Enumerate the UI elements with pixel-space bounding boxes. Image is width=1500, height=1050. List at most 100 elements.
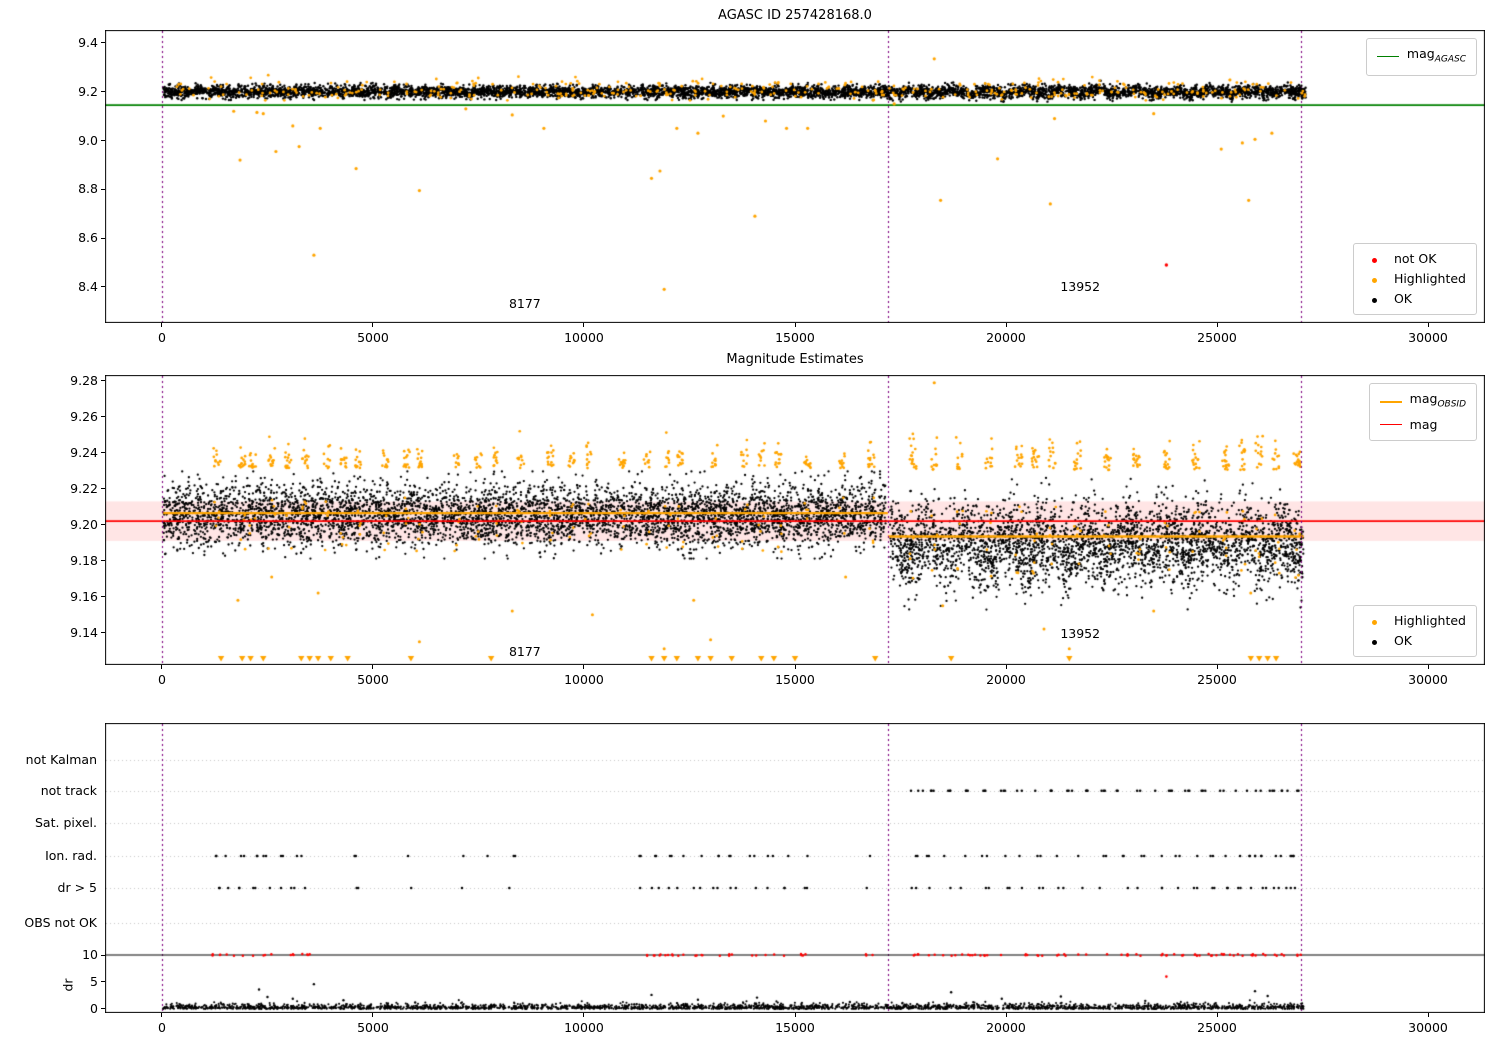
x-tick-label: 30000 xyxy=(1408,1020,1448,1035)
y-tick-label: 9.22 xyxy=(70,480,98,496)
flag-row-label: OBS not OK xyxy=(24,915,97,931)
flag-row-label: Ion. rad. xyxy=(45,848,97,864)
y-tick-mark xyxy=(101,286,105,288)
legend-entry: magAGASC xyxy=(1376,44,1466,70)
legend-entry: Highlighted xyxy=(1364,269,1466,289)
dr-tick-label: 0 xyxy=(90,1000,98,1016)
x-tick-mark xyxy=(161,1013,163,1017)
x-tick-label: 25000 xyxy=(1197,1020,1237,1035)
y-tick-mark xyxy=(101,416,105,418)
legend-dot-swatch xyxy=(1372,278,1378,283)
x-tick-label: 20000 xyxy=(986,330,1026,345)
plot1-axes: magAGASC not OK Highlighted OK xyxy=(105,30,1485,323)
obsid-count-label: 13952 xyxy=(1060,626,1101,642)
flag-row-label: Sat. pixel. xyxy=(35,815,97,831)
x-tick-mark xyxy=(1216,323,1218,327)
y-tick-mark xyxy=(101,380,105,382)
y-tick-mark xyxy=(101,632,105,634)
x-tick-mark xyxy=(372,323,374,327)
x-tick-label: 10000 xyxy=(564,672,604,687)
y-tick-label: 9.28 xyxy=(70,372,98,388)
plot2-marker-legend: Highlighted OK xyxy=(1352,605,1477,657)
y-tick-mark xyxy=(101,237,105,239)
plot1-title: AGASC ID 257428168.0 xyxy=(718,8,872,23)
x-tick-mark xyxy=(1005,665,1007,669)
x-tick-mark xyxy=(794,665,796,669)
x-tick-mark xyxy=(372,665,374,669)
obsid-count-label: 8177 xyxy=(508,644,541,660)
legend-line-swatch xyxy=(1379,424,1402,425)
x-tick-label: 0 xyxy=(157,672,166,687)
plot1-line-legend: magAGASC xyxy=(1365,38,1477,76)
y-tick-label: 9.14 xyxy=(70,624,98,640)
plot1-canvas xyxy=(105,30,1485,323)
y-tick-mark xyxy=(101,1008,105,1010)
y-tick-mark xyxy=(101,452,105,454)
legend-dot-swatch xyxy=(1372,298,1378,303)
x-tick-label: 5000 xyxy=(357,1020,389,1035)
x-tick-label: 5000 xyxy=(357,330,389,345)
x-tick-mark xyxy=(583,665,585,669)
legend-entry: not OK xyxy=(1364,249,1466,269)
x-tick-label: 10000 xyxy=(564,1020,604,1035)
legend-entry: mag xyxy=(1379,415,1466,435)
y-tick-label: 9.0 xyxy=(78,132,98,148)
y-tick-mark xyxy=(101,188,105,190)
x-tick-label: 30000 xyxy=(1408,330,1448,345)
dr-tick-label: 10 xyxy=(82,947,98,962)
y-tick-mark xyxy=(101,42,105,44)
legend-dot-swatch xyxy=(1372,258,1378,263)
flag-row-label: dr > 5 xyxy=(57,880,97,895)
x-tick-label: 15000 xyxy=(775,1020,815,1035)
x-tick-label: 25000 xyxy=(1197,672,1237,687)
legend-entry: OK xyxy=(1364,289,1466,309)
y-tick-mark xyxy=(101,91,105,93)
plot2-line-legend: magOBSID mag xyxy=(1368,383,1477,441)
legend-label: not OK xyxy=(1393,251,1437,266)
x-tick-mark xyxy=(1005,323,1007,327)
y-tick-label: 8.8 xyxy=(78,181,98,197)
legend-label: Highlighted xyxy=(1393,613,1466,628)
dr-tick-label: 5 xyxy=(90,973,98,989)
x-tick-mark xyxy=(372,1013,374,1017)
plot3-canvas xyxy=(105,723,1485,1013)
y-tick-mark xyxy=(101,981,105,983)
x-tick-label: 5000 xyxy=(357,672,389,687)
x-tick-mark xyxy=(794,1013,796,1017)
x-tick-label: 25000 xyxy=(1197,330,1237,345)
x-tick-mark xyxy=(1427,1013,1429,1017)
y-tick-label: 9.4 xyxy=(78,34,98,50)
x-tick-mark xyxy=(794,323,796,327)
flag-row-label: not track xyxy=(40,782,97,798)
x-tick-label: 20000 xyxy=(986,1020,1026,1035)
x-tick-mark xyxy=(583,1013,585,1017)
x-tick-mark xyxy=(1216,665,1218,669)
x-tick-mark xyxy=(1427,323,1429,327)
legend-label: OK xyxy=(1393,291,1412,306)
obsid-count-label: 13952 xyxy=(1060,278,1101,294)
legend-line-swatch xyxy=(1376,56,1399,58)
x-tick-label: 15000 xyxy=(775,672,815,687)
legend-entry: magOBSID xyxy=(1379,389,1466,415)
y-tick-label: 9.2 xyxy=(78,83,98,99)
x-tick-mark xyxy=(1427,665,1429,669)
legend-label: magAGASC xyxy=(1406,46,1466,65)
x-tick-mark xyxy=(161,665,163,669)
x-tick-label: 0 xyxy=(157,1020,166,1035)
x-tick-mark xyxy=(583,323,585,327)
obsid-count-label: 8177 xyxy=(508,295,541,311)
legend-label: OK xyxy=(1393,633,1412,648)
x-tick-mark xyxy=(1005,1013,1007,1017)
y-tick-mark xyxy=(101,488,105,490)
y-tick-label: 9.20 xyxy=(70,516,98,532)
y-tick-mark xyxy=(101,596,105,598)
legend-label: Highlighted xyxy=(1393,271,1466,286)
x-tick-label: 0 xyxy=(157,330,166,345)
y-tick-label: 8.4 xyxy=(78,278,98,294)
legend-dot-swatch xyxy=(1372,640,1378,645)
plot2-axes: magOBSID mag Highlighted OK xyxy=(105,375,1485,665)
x-tick-mark xyxy=(1216,1013,1218,1017)
y-tick-mark xyxy=(101,140,105,141)
y-tick-label: 9.26 xyxy=(70,408,98,424)
y-tick-mark xyxy=(101,560,105,562)
